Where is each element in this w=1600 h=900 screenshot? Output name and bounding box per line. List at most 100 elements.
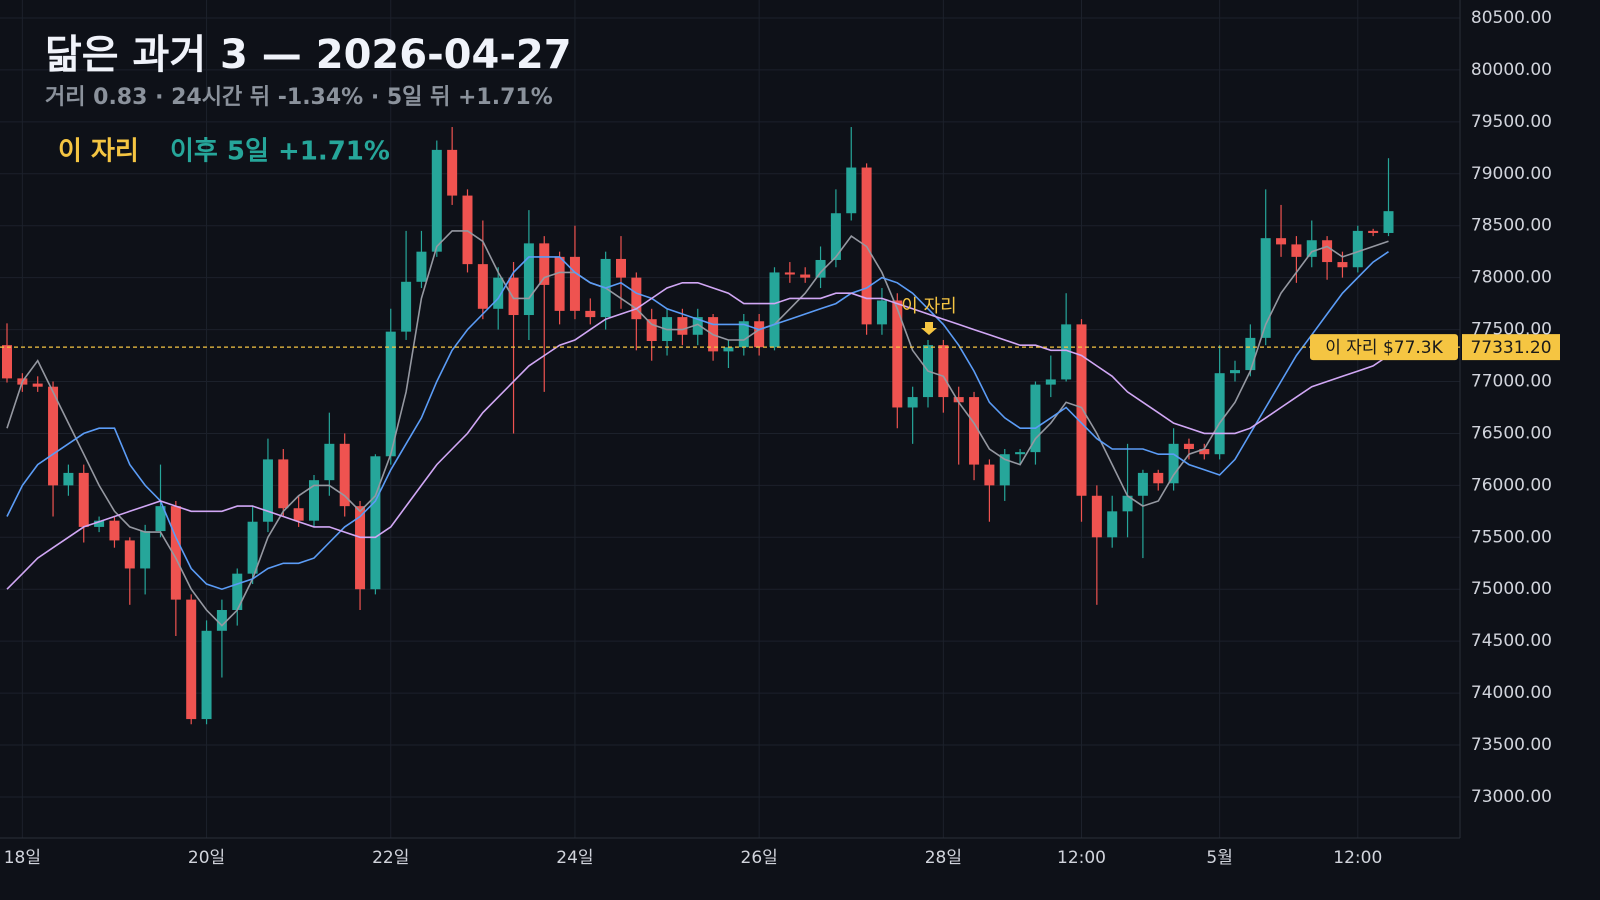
candle-body (1168, 443, 1179, 484)
candle-body (969, 397, 980, 465)
candle-body (692, 317, 703, 335)
candle-body (216, 610, 227, 631)
reference-tag-box (1310, 334, 1458, 361)
y-tick-label: 77000.00 (1471, 372, 1552, 392)
x-tick-label: 5월 (1206, 848, 1232, 868)
candle-body (815, 259, 826, 278)
candle-body (1045, 379, 1056, 385)
candle-body (846, 167, 857, 214)
y-tick-label: 76000.00 (1471, 475, 1552, 495)
candle-body (1337, 262, 1348, 268)
candle-body (738, 321, 749, 348)
candle-body (646, 319, 657, 341)
chart-title: 닮은 과거 3 — 2026-04-27 (45, 32, 572, 78)
candle-body (677, 317, 688, 335)
candle-body (1306, 240, 1317, 257)
candle-body (1276, 238, 1287, 245)
candle-body (754, 321, 765, 348)
y-tick-label: 76500.00 (1471, 423, 1552, 443)
candle-body (769, 272, 780, 348)
reference-tag: 이 자리 $77.3K (1325, 338, 1443, 358)
marker-label: 이 자리 (901, 296, 956, 317)
candle-body (431, 149, 442, 252)
candle-body (339, 443, 350, 507)
y-tick-label: 78000.00 (1471, 268, 1552, 288)
y-tick-label: 79000.00 (1471, 164, 1552, 184)
candle-body (247, 521, 258, 574)
candle-body (324, 443, 335, 481)
candle-body (1061, 324, 1072, 380)
candle-body (124, 540, 135, 569)
candle-body (1183, 443, 1194, 450)
candle-body (355, 506, 366, 590)
candle-body (78, 472, 89, 527)
candle-body (1137, 472, 1148, 496)
candle-body (1245, 337, 1256, 371)
candle-body (262, 459, 273, 522)
candle-body (1322, 240, 1333, 263)
y-tick-label: 74000.00 (1471, 683, 1552, 703)
candle-body (170, 506, 181, 600)
candle-body (1260, 238, 1271, 338)
moving-average-line (6, 282, 1389, 590)
candle-body (1076, 324, 1087, 496)
candle-body (508, 277, 519, 316)
y-tick-label: 74500.00 (1471, 631, 1552, 651)
candle-body (723, 347, 734, 352)
candle-body (938, 345, 949, 398)
candle-body (1107, 511, 1118, 538)
overlay: 이 자리 $77.3K 77331.20 (0, 334, 1560, 361)
candle-body (800, 274, 811, 278)
candle-body (370, 456, 381, 590)
x-tick-label: 20일 (188, 848, 225, 868)
candle-body (1383, 211, 1394, 233)
candle-body (447, 149, 458, 196)
legend-label: 이 자리 (58, 137, 139, 167)
candle-body (999, 454, 1010, 486)
marker-arrow (921, 322, 937, 335)
candle-body (1352, 230, 1363, 268)
x-tick-label: 18일 (4, 848, 41, 868)
reference-price: 77331.20 (1470, 338, 1551, 358)
y-tick-label: 77500.00 (1471, 320, 1552, 340)
grid (0, 0, 1460, 838)
chart-subtitle: 거리 0.83 · 24시간 뒤 -1.34% · 5일 뒤 +1.71% (45, 85, 553, 110)
candle-body (94, 520, 105, 527)
candle-body (401, 281, 412, 332)
candle-body (462, 195, 473, 265)
candle-body (1122, 495, 1133, 512)
x-tick-label: 28일 (925, 848, 962, 868)
candle-body (523, 243, 534, 316)
candle-body (1291, 244, 1302, 257)
candle-body (1030, 384, 1041, 453)
candle-body (63, 472, 74, 486)
candle-body (616, 258, 626, 278)
candle-body (631, 277, 642, 320)
y-tick-label: 78500.00 (1471, 216, 1552, 236)
y-tick-label: 80000.00 (1471, 60, 1552, 80)
candle-body (1199, 449, 1210, 455)
x-tick-label: 12:00 (1333, 848, 1382, 868)
x-tick-label: 22일 (372, 848, 409, 868)
candle-body (232, 573, 243, 611)
y-tick-label: 75000.00 (1471, 579, 1552, 599)
x-tick-label: 26일 (741, 848, 778, 868)
candle-body (477, 264, 488, 309)
candle-body (953, 397, 964, 403)
moving-average-line (6, 251, 1389, 591)
candle-body (2, 345, 12, 379)
reference-price-box (1462, 334, 1560, 361)
candle-body (48, 386, 59, 486)
candle-body (416, 251, 427, 282)
candle-body (784, 272, 795, 275)
candle-body (585, 310, 596, 318)
y-tick-label: 80500.00 (1471, 8, 1552, 28)
legend-note: 이후 5일 +1.71% (170, 137, 390, 167)
candle-body (907, 397, 918, 408)
candle-body (109, 520, 120, 541)
candle-body (1230, 370, 1240, 374)
plot (2, 127, 1394, 725)
candle-body (892, 300, 903, 408)
